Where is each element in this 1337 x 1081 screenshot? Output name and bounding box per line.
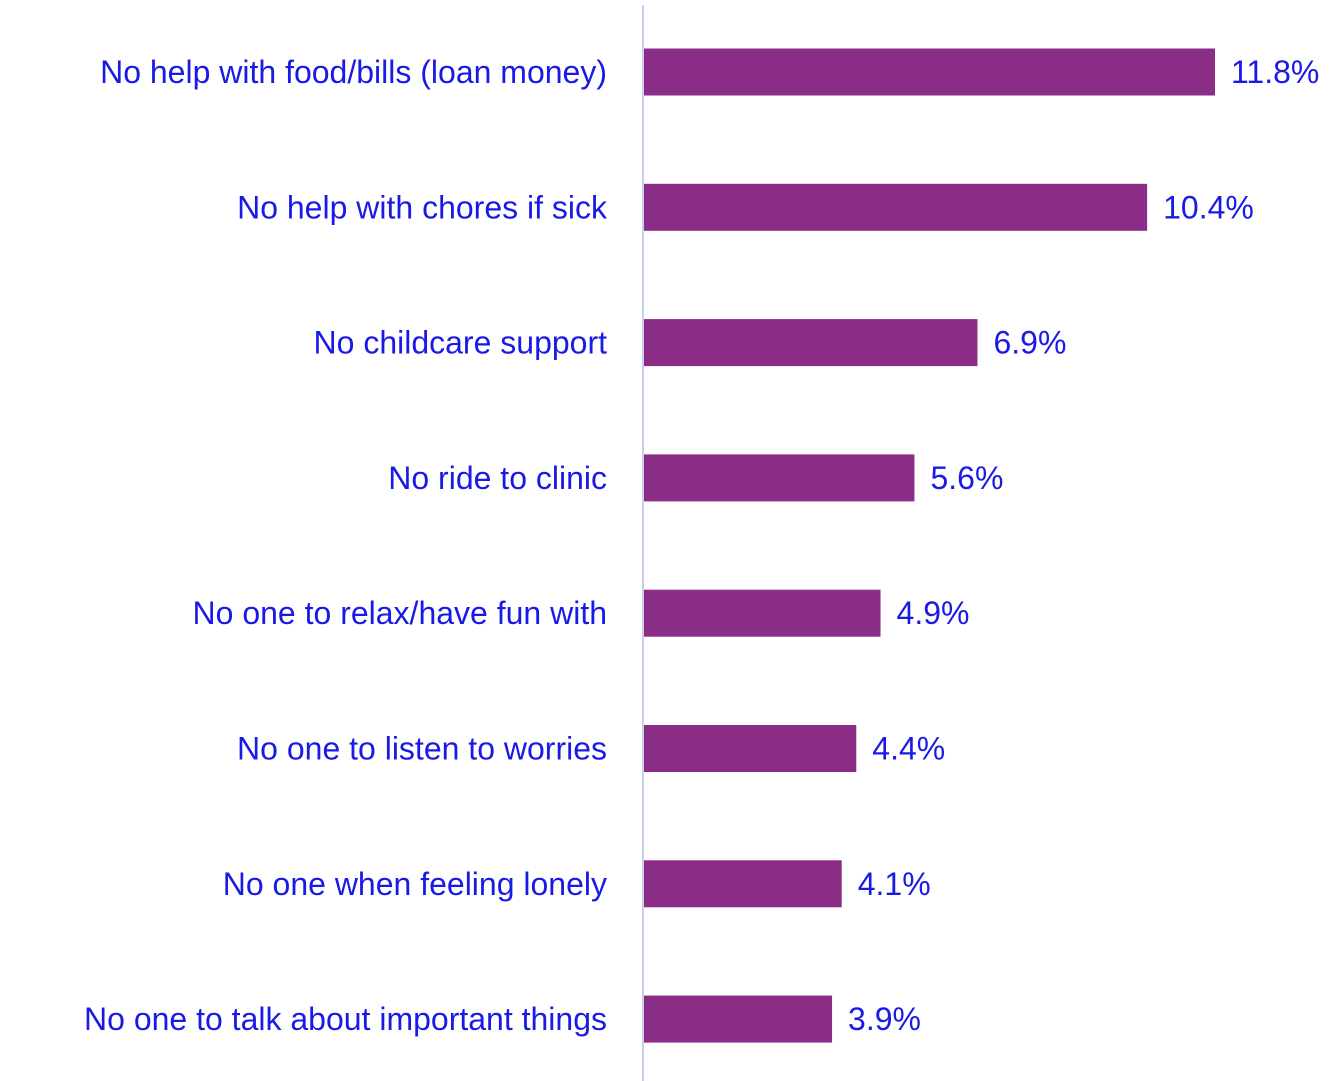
value-label: 10.4% bbox=[1163, 189, 1254, 225]
bar bbox=[644, 454, 915, 502]
bars bbox=[644, 48, 1215, 1043]
bar bbox=[644, 48, 1215, 96]
bar bbox=[644, 995, 833, 1043]
category-label: No ride to clinic bbox=[388, 460, 607, 496]
value-label: 4.1% bbox=[858, 866, 931, 902]
bar bbox=[644, 725, 857, 772]
value-label: 5.6% bbox=[930, 460, 1003, 496]
value-label: 6.9% bbox=[993, 325, 1066, 361]
category-label: No help with food/bills (loan money) bbox=[100, 54, 607, 90]
category-label: No one to talk about important things bbox=[84, 1001, 607, 1037]
bar bbox=[644, 183, 1148, 231]
category-label: No one to relax/have fun with bbox=[193, 595, 607, 631]
category-label: No one to listen to worries bbox=[237, 731, 607, 767]
category-label: No help with chores if sick bbox=[237, 189, 608, 225]
value-labels: 11.8% 10.4% 6.9% 5.6% 4.9% 4.4% 4.1% 3.9% bbox=[848, 54, 1319, 1037]
value-label: 3.9% bbox=[848, 1001, 921, 1037]
value-label: 4.9% bbox=[897, 595, 970, 631]
bar bbox=[644, 589, 881, 637]
category-label: No childcare support bbox=[314, 325, 608, 361]
category-labels: No help with food/bills (loan money) No h… bbox=[84, 54, 608, 1037]
bar bbox=[644, 860, 842, 908]
bar bbox=[644, 319, 978, 367]
value-label: 11.8% bbox=[1231, 54, 1319, 90]
category-label: No one when feeling lonely bbox=[223, 866, 607, 902]
value-label: 4.4% bbox=[872, 731, 945, 767]
